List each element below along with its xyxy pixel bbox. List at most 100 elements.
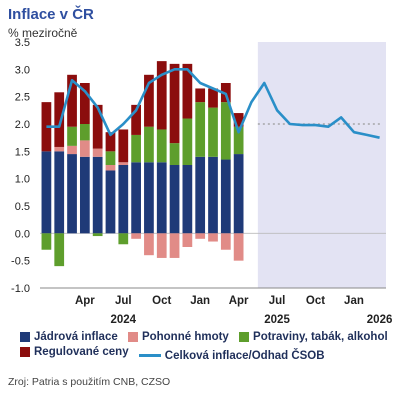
bar-core bbox=[156, 162, 167, 234]
x-tick-label: Jul bbox=[269, 295, 286, 307]
bar-fuel bbox=[54, 146, 65, 152]
bar-fuel bbox=[195, 233, 206, 239]
y-tick-label: 2.0 bbox=[15, 119, 30, 131]
bar-food bbox=[41, 233, 52, 250]
legend-swatch-regulated bbox=[20, 347, 30, 357]
bar-fuel bbox=[105, 165, 116, 171]
bar-regulated bbox=[169, 63, 180, 144]
x-tick-label: Jan bbox=[344, 295, 364, 307]
x-tick-label: Oct bbox=[306, 295, 325, 307]
bar-regulated bbox=[92, 104, 103, 149]
y-tick-label: 3.5 bbox=[15, 37, 30, 49]
bar-food bbox=[208, 107, 218, 157]
bar-core bbox=[220, 159, 231, 234]
bar-food bbox=[144, 126, 154, 163]
bar-regulated bbox=[233, 113, 244, 127]
chart-title: Inflace v ČR bbox=[8, 6, 94, 23]
y-tick-label: -1.0 bbox=[11, 283, 30, 295]
bar-regulated bbox=[208, 88, 218, 108]
bar-fuel bbox=[92, 148, 103, 157]
bar-regulated bbox=[195, 88, 206, 103]
bar-core bbox=[105, 170, 116, 234]
bar-core bbox=[195, 156, 206, 234]
bar-food bbox=[169, 143, 180, 165]
chart-subtitle: % meziročně bbox=[8, 26, 78, 40]
bar-core bbox=[131, 162, 141, 234]
year-label: 2024 bbox=[110, 314, 136, 326]
bar-fuel bbox=[233, 233, 244, 261]
year-label: 2025 bbox=[264, 314, 290, 326]
bar-food bbox=[182, 118, 193, 165]
bar-fuel bbox=[220, 233, 231, 250]
x-tick-label: Jan bbox=[190, 295, 210, 307]
legend-swatch-fuel bbox=[127, 332, 138, 342]
bar-fuel bbox=[182, 233, 193, 247]
y-tick-label: 0.5 bbox=[15, 201, 30, 213]
bar-core bbox=[92, 156, 103, 234]
y-tick-label: 1.5 bbox=[15, 146, 30, 158]
bar-fuel bbox=[169, 233, 180, 258]
forecast-region bbox=[257, 42, 386, 288]
x-tick-label: Oct bbox=[152, 295, 171, 307]
bar-regulated bbox=[105, 132, 116, 152]
bar-core bbox=[208, 156, 218, 234]
headline-inflation-line bbox=[46, 68, 380, 139]
bar-food bbox=[54, 233, 65, 267]
bar-core bbox=[67, 154, 77, 234]
bar-food bbox=[131, 134, 141, 163]
x-tick-label: Jul bbox=[115, 295, 132, 307]
bar-regulated bbox=[144, 74, 154, 127]
y-tick-label: -0.5 bbox=[11, 256, 30, 268]
bar-regulated bbox=[79, 83, 90, 124]
bar-core bbox=[54, 151, 65, 234]
bar-fuel bbox=[156, 233, 167, 258]
bar-regulated bbox=[67, 74, 77, 127]
x-tick-label: Apr bbox=[75, 295, 95, 307]
legend-swatch-food bbox=[239, 332, 250, 342]
bar-regulated bbox=[118, 129, 129, 163]
bar-regulated bbox=[156, 61, 167, 130]
bar-food bbox=[233, 126, 244, 155]
bar-food bbox=[118, 233, 129, 245]
legend-item-fuel: Pohonné hmoty bbox=[127, 331, 229, 343]
bar-core bbox=[79, 156, 90, 234]
bar-core bbox=[118, 165, 129, 234]
bar-core bbox=[233, 154, 244, 234]
y-tick-label: 2.5 bbox=[15, 92, 30, 104]
x-tick-label: Apr bbox=[229, 295, 249, 307]
bar-regulated bbox=[131, 104, 141, 135]
legend-item-regulated: Regulované ceny bbox=[20, 346, 129, 358]
bar-food bbox=[195, 102, 206, 157]
bar-core bbox=[182, 165, 193, 234]
legend-label-regulated: Regulované ceny bbox=[34, 346, 129, 358]
legend-label-food: Potraviny, tabák, alkohol bbox=[253, 331, 388, 343]
bar-fuel bbox=[118, 162, 129, 165]
chart-legend: Jádrová inflace Pohonné hmoty Potraviny,… bbox=[20, 331, 395, 365]
bar-fuel bbox=[79, 140, 90, 157]
source-note: Zroj: Patria s použitím CNB, CZSO bbox=[8, 376, 171, 388]
bar-food bbox=[67, 126, 77, 146]
bar-fuel bbox=[67, 145, 77, 155]
legend-label-core: Jádrová inflace bbox=[34, 331, 118, 343]
y-tick-label: 0.0 bbox=[15, 228, 30, 240]
legend-swatch-core bbox=[20, 332, 30, 342]
legend-label-fuel: Pohonné hmoty bbox=[141, 331, 229, 343]
bar-food bbox=[156, 129, 167, 163]
bar-regulated bbox=[182, 63, 193, 119]
legend-item-core: Jádrová inflace bbox=[20, 331, 118, 343]
legend-swatch-headline bbox=[138, 354, 161, 357]
bar-food bbox=[79, 124, 90, 141]
bar-core bbox=[144, 162, 154, 234]
bar-fuel bbox=[208, 233, 218, 242]
bar-food bbox=[220, 102, 231, 160]
inflation-chart: 3.5 3.0 2.5 2.0 1.5 1.0 0.5 0.0 -0.5 -1.0 Apr Jul Oc… bbox=[11, 37, 393, 326]
bar-food bbox=[105, 151, 116, 165]
legend-item-food: Potraviny, tabák, alkohol bbox=[239, 331, 388, 343]
bar-core bbox=[169, 165, 180, 234]
legend-label-headline: Celková inflace/Odhad ČSOB bbox=[164, 349, 325, 362]
bar-regulated bbox=[54, 92, 65, 147]
bar-fuel bbox=[131, 233, 141, 239]
y-tick-label: 3.0 bbox=[15, 64, 30, 76]
bar-fuel bbox=[144, 233, 154, 256]
year-label: 2026 bbox=[367, 314, 393, 326]
